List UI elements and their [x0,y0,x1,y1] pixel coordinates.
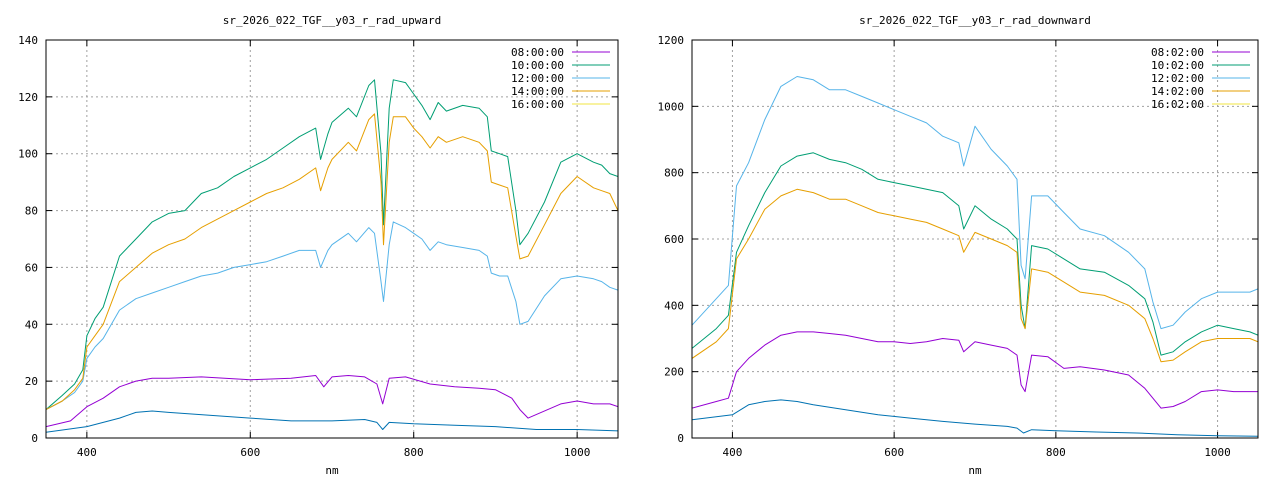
chart-title: sr_2026_022_TGF__y03_r_rad_downward [859,14,1091,27]
series-line-120000 [46,221,618,411]
plot-frame [45,39,619,439]
x-tick-label: 600 [884,446,904,459]
y-tick-label: 0 [677,432,684,445]
series-line-unlabeled [46,410,618,433]
y-tick-label: 600 [664,233,684,246]
y-tick-label: 40 [25,318,38,331]
legend-label: 08:02:00 [1151,46,1204,59]
x-tick-label: 400 [77,446,97,459]
legend-label: 10:02:00 [1151,59,1204,72]
x-tick-label: 600 [240,446,260,459]
legend-label: 16:02:00 [1151,98,1204,111]
series-line-080200 [692,331,1258,409]
upward-chart-svg: sr_2026_022_TGF__y03_r_rad_upward 0 20 40 60… [18,14,619,477]
series-group [46,79,618,438]
x-tick-label: 800 [1046,446,1066,459]
legend-label: 16:00:00 [511,98,564,111]
x-axis-label: nm [325,464,339,477]
y-tick-label: 0 [31,432,38,445]
downward-chart-svg: sr_2026_022_TGF__y03_r_rad_downward 0 200 4… [658,14,1259,477]
series-line-100000 [46,79,618,410]
legend-label: 12:00:00 [511,72,564,85]
x-axis-label: nm [968,464,982,477]
y-tick-label: 1200 [658,34,685,47]
x-tick-label: 400 [722,446,742,459]
downward-chart-panel: sr_2026_022_TGF__y03_r_rad_downward 0 200 4… [640,0,1280,480]
series-line-unlabeled [692,399,1258,437]
chart-title: sr_2026_022_TGF__y03_r_rad_upward [223,14,442,27]
y-tick-label: 100 [18,148,38,161]
y-tick-label: 140 [18,34,38,47]
y-tick-label: 400 [664,299,684,312]
series-line-120200 [692,76,1258,330]
y-tick-label: 80 [25,205,38,218]
y-tick-label: 200 [664,366,684,379]
y-tick-label: 20 [25,375,38,388]
series-line-080000 [46,375,618,428]
legend-label: 14:00:00 [511,85,564,98]
legend-label: 10:00:00 [511,59,564,72]
y-tick-label: 800 [664,167,684,180]
series-line-140200 [692,188,1258,363]
series-line-140000 [46,113,618,411]
x-tick-label: 1000 [564,446,591,459]
legend-label: 14:02:00 [1151,85,1204,98]
x-tick-label: 1000 [1204,446,1231,459]
y-tick-label: 1000 [658,100,685,113]
upward-chart-panel: sr_2026_022_TGF__y03_r_rad_upward 0 20 40 60… [18,14,619,477]
y-tick-label: 120 [18,91,38,104]
series-group [692,76,1258,438]
y-tick-label: 60 [25,261,38,274]
plot-frame [691,39,1259,439]
legend-label: 12:02:00 [1151,72,1204,85]
legend-label: 08:00:00 [511,46,564,59]
series-line-100200 [692,152,1258,356]
x-tick-label: 800 [404,446,424,459]
